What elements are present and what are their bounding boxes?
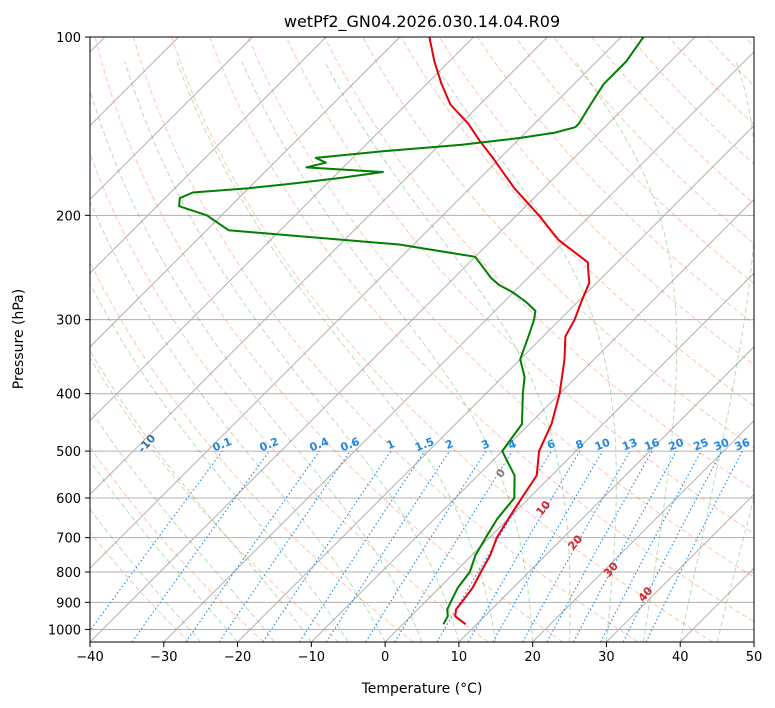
moist-adiabat-line [241,61,534,642]
mixing-ratio-label: 2 [443,437,455,452]
moist-adiabat-line [575,61,678,642]
y-tick-label: 800 [56,566,81,581]
y-tick-label: 900 [56,596,81,611]
mixing-ratio-line [394,450,513,642]
y-tick-label: 600 [56,492,81,507]
mixing-ratio-line [325,450,450,642]
dry-adiabat-line [209,37,754,623]
y-tick-label: 400 [56,388,81,403]
x-tick-label: −40 [76,650,103,665]
dry-adiabat-line [515,37,754,285]
mixing-ratio-label: 10 [593,436,612,454]
dry-adiabat-line [323,37,754,491]
y-tick-label: 200 [56,209,81,224]
isotherm-gridline [90,37,548,496]
moist-adiabat-line [679,61,754,642]
y-tick-label: 300 [56,314,81,329]
moist-adiabat-line [324,61,571,642]
dry-adiabat-line [171,37,713,642]
x-tick-label: 0 [381,650,389,665]
mixing-ratio-line [573,450,677,642]
isotherm-gridline [606,493,754,642]
dry-adiabat-line [90,260,414,642]
dewpoint-profile-line [178,37,645,625]
mixing-ratio-line [522,450,631,642]
profiles [178,37,645,625]
isotherm-gridline [237,124,754,642]
dry-adiabat-line [285,37,754,535]
mixing-ratio-label: 36 [733,436,752,454]
mixing-ratio-line [262,450,392,642]
plot-area: 0.10.20.40.611.52346810131620253036-100-… [90,37,754,642]
temperature-profile-line [428,37,591,625]
isotherm-gridline [90,37,696,642]
x-tick-label: −20 [224,650,251,665]
mixing-ratio-label: 13 [620,436,639,454]
y-tick-label: 700 [56,532,81,547]
mixing-ratio-label: 20 [667,436,686,454]
y-axis-label: Pressure (hPa) [11,289,27,389]
dry-adiabat-line [90,152,489,642]
dry-adiabats [90,37,754,642]
dry-adiabat-line [90,531,190,642]
mixing-ratio-line [218,450,351,642]
chart-title: wetPf2_GN04.2026.030.14.04.R09 [284,12,560,32]
isotherm-gridline [90,37,327,274]
moist-adiabat-line [124,61,460,642]
x-axis: −40 −30 −20 −10 0 10 20 30 40 50 [76,642,762,665]
x-axis-label: Temperature (°C) [361,681,483,697]
y-tick-label: 1000 [48,623,81,638]
mixing-ratio-line [131,450,270,642]
mixing-ratio-line [185,450,320,642]
moist-adiabats [90,61,754,642]
moist-adiabat-line [90,349,312,642]
mixing-ratio-label: 3 [480,437,492,452]
isotherm-gridline [90,37,475,422]
mixing-ratio-lines [90,450,743,642]
moist-adiabat-line [716,496,754,642]
isotherm-gridline [458,346,754,642]
x-tick-label: 20 [524,650,541,665]
isotherm-gridline [90,37,401,348]
isotherm-gridline [90,37,253,201]
mixing-ratio-line [299,450,426,642]
mixing-ratio-line [90,450,223,632]
dry-adiabat-line [362,37,754,449]
isotherm-gridline [163,51,754,642]
isotherm-gridline [384,272,754,642]
y-tick-label: 500 [56,445,81,460]
mixing-ratio-label: 16 [642,436,661,454]
mixing-ratio-label: 30 [712,436,731,454]
x-tick-label: −10 [298,650,325,665]
isotherm-gridline [532,419,754,642]
mixing-ratio-label: 25 [691,436,710,454]
x-tick-label: 30 [598,650,615,665]
mixing-ratio-label: 1 [385,437,397,452]
moist-adiabat-line [176,61,497,642]
y-axis: 100 200 300 400 500 600 700 800 900 1000 [48,31,90,638]
x-tick-label: −30 [150,650,177,665]
mixing-ratio-label: 8 [574,437,586,452]
x-tick-label: 50 [746,650,763,665]
x-tick-label: 10 [451,650,468,665]
dry-adiabat-line [438,37,754,366]
plot-frame [89,36,755,643]
dry-adiabat-line [90,356,339,642]
moist-adiabat-line [90,282,349,642]
mixing-ratio-line [645,450,743,642]
dry-adiabat-line [90,446,265,642]
isotherm-gridline [310,198,754,642]
moist-adiabat-line [432,61,617,642]
mixing-ratio-line [546,450,653,642]
y-tick-label: 100 [56,31,81,46]
moist-adiabat-line [90,200,386,642]
moist-adiabat-line [90,88,423,642]
dry-adiabat-line [94,37,564,642]
dry-adiabat-line [132,37,639,642]
x-tick-label: 40 [672,650,689,665]
